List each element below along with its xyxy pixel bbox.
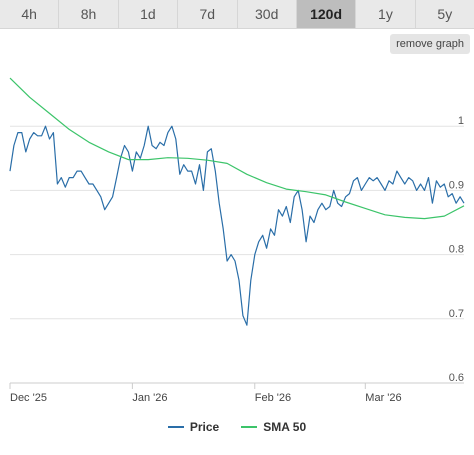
sma-line [9, 77, 465, 220]
y-tick-label: 0.7 [449, 308, 464, 320]
tab-30d[interactable]: 30d [238, 0, 297, 28]
tab-120d[interactable]: 120d [296, 0, 357, 28]
tab-1d[interactable]: 1d [119, 0, 179, 28]
price-chart: 0.6 0.7 0.8 0.9 1 Dec '25 Jan '26 Feb '26 Mar '2… [9, 77, 465, 404]
tab-8h[interactable]: 8h [59, 0, 119, 28]
y-tick-label: 0.6 [449, 372, 464, 384]
price-line [9, 125, 465, 326]
sma-swatch [241, 426, 258, 428]
legend-label-sma: SMA 50 [263, 420, 307, 434]
x-tick-label: Feb '26 [255, 392, 291, 404]
legend-item-price[interactable]: Price [167, 420, 220, 434]
x-tick-label: Jan '26 [132, 392, 167, 404]
y-tick-label: 0.9 [449, 179, 464, 191]
x-tick-label: Dec '25 [10, 392, 47, 404]
tab-5y[interactable]: 5y [437, 6, 453, 22]
tab-1y[interactable]: 1y [356, 0, 416, 28]
y-tick-label: 1 [458, 115, 464, 127]
legend-label-price: Price [189, 420, 220, 434]
price-swatch [167, 426, 184, 428]
y-tick-label: 0.8 [449, 244, 464, 256]
chart-legend: Price SMA 50 [0, 420, 474, 434]
range-tabs: 4h 8h 1d 7d 30d 120d 1y 5y [0, 0, 474, 29]
x-tick-label: Mar '26 [365, 392, 401, 404]
tab-7d[interactable]: 7d [178, 0, 238, 28]
remove-graph-button[interactable]: remove graph [390, 34, 470, 54]
tab-4h[interactable]: 4h [0, 0, 60, 28]
legend-item-sma[interactable]: SMA 50 [241, 420, 306, 434]
